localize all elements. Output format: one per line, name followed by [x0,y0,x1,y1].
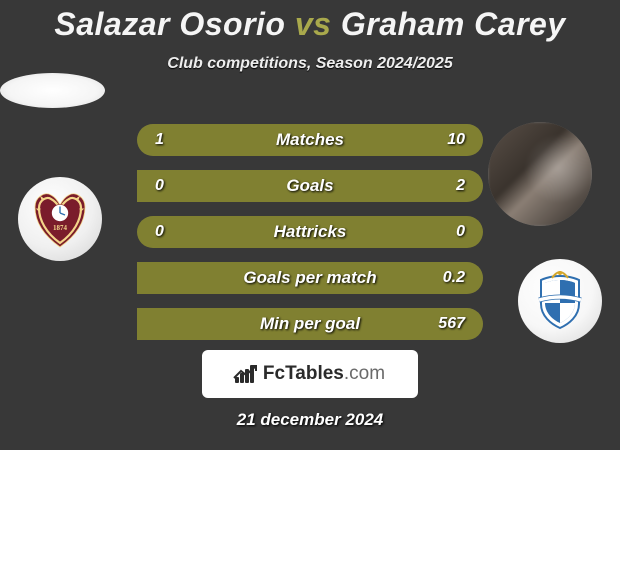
stat-label: Min per goal [137,308,483,340]
svg-text:1874: 1874 [53,224,68,232]
player1-avatar [0,73,105,108]
player2-club-crest [518,259,602,343]
stat-row-hattricks: 0 Hattricks 0 [137,216,483,248]
brand-tld: .com [344,363,385,384]
fctables-logo-icon [235,365,257,383]
player1-name: Salazar Osorio [54,6,285,42]
player1-club-crest: 1874 [18,177,102,261]
source-brand: FcTables.com [202,350,418,398]
player2-avatar [488,122,592,226]
brand-name: FcTables [263,363,344,384]
stat-label: Goals per match [137,262,483,294]
vs-separator: vs [295,6,332,42]
stat-label: Goals [137,170,483,202]
stat-right-value: 0.2 [443,262,465,294]
stat-row-mpg: Min per goal 567 [137,308,483,340]
stat-label: Hattricks [137,216,483,248]
infographic-card: Salazar Osorio vs Graham Carey Club comp… [0,0,620,450]
stat-right-value: 567 [438,308,465,340]
stjohnstone-crest-icon [529,270,591,332]
player2-name: Graham Carey [341,6,566,42]
page-background-below [0,450,620,580]
brand-text: FcTables.com [263,363,385,385]
stat-label: Matches [137,124,483,156]
snapshot-date: 21 december 2024 [0,410,620,430]
stat-right-value: 0 [456,216,465,248]
stat-row-matches: 1 Matches 10 [137,124,483,156]
season-subtitle: Club competitions, Season 2024/2025 [0,55,620,73]
comparison-title: Salazar Osorio vs Graham Carey [0,0,620,43]
hearts-crest-icon: 1874 [33,189,87,249]
stat-row-goals: 0 Goals 2 [137,170,483,202]
stats-block: 1 Matches 10 0 Goals 2 0 Hattricks 0 Goa… [137,124,483,354]
stat-row-gpm: Goals per match 0.2 [137,262,483,294]
stat-right-value: 10 [447,124,465,156]
stat-right-value: 2 [456,170,465,202]
